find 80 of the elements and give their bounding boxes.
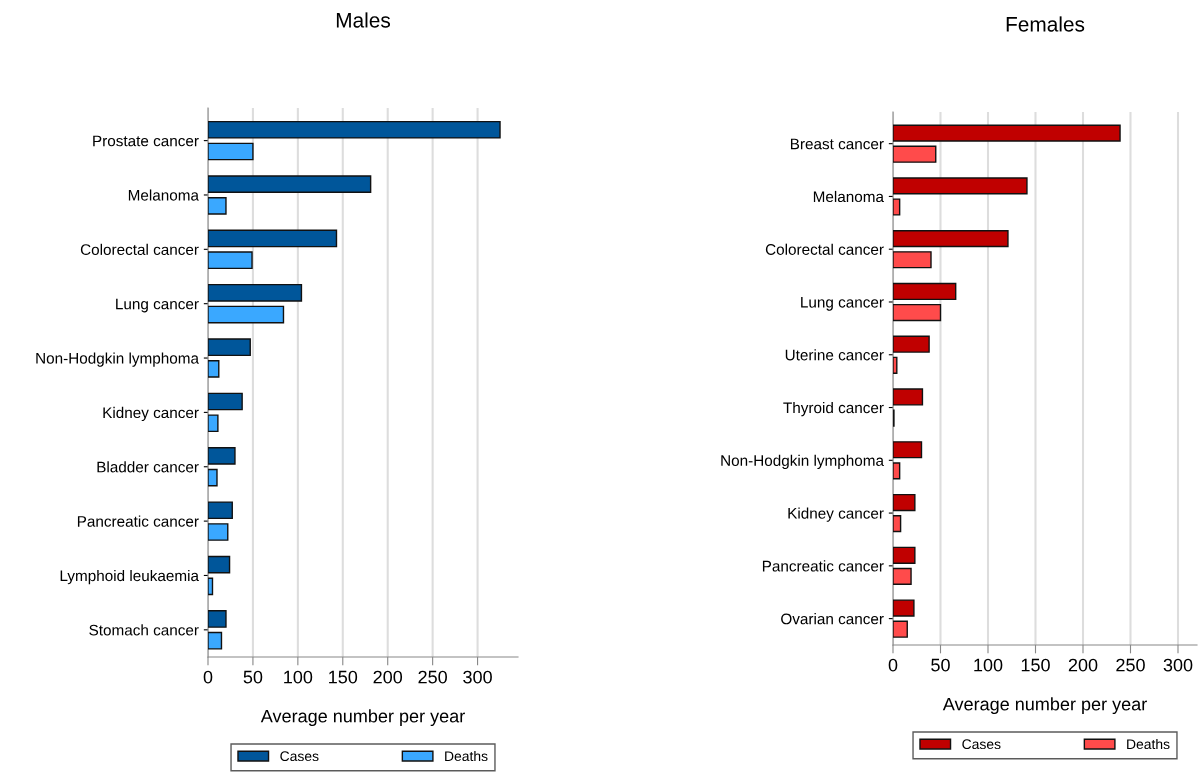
legend-label: Cases (280, 751, 319, 762)
bar (208, 523, 229, 541)
bar (208, 305, 285, 324)
bar (208, 283, 303, 302)
bar (893, 620, 908, 638)
x-tick-label: 0 (888, 658, 898, 672)
x-tick-label: 250 (418, 670, 447, 684)
bar (208, 251, 253, 270)
y-tick-label: Colorectal cancer (765, 243, 884, 255)
bar (208, 120, 501, 139)
bar (208, 175, 372, 193)
bar (893, 145, 937, 163)
bar (208, 610, 227, 628)
bar (893, 462, 901, 480)
bar (208, 229, 338, 248)
bar (893, 335, 930, 353)
bar (208, 338, 251, 357)
chart-title: Males (336, 12, 391, 28)
bar (893, 282, 957, 301)
x-axis-title: Average number per year (942, 697, 1147, 715)
y-tick-label: Lung cancer (116, 298, 199, 313)
y-tick-label: Pancreatic cancer (762, 560, 884, 572)
bar (208, 360, 220, 378)
bar (893, 515, 902, 533)
bar (208, 501, 233, 520)
bar (893, 177, 1028, 195)
bar (208, 468, 218, 487)
y-tick-label: Melanoma (128, 189, 199, 201)
bar (208, 555, 231, 574)
bar (893, 251, 932, 269)
x-tick-label: 200 (373, 670, 403, 684)
y-tick-label: Ovarian cancer (781, 613, 884, 625)
bar (893, 546, 916, 564)
x-tick-label: 150 (329, 670, 358, 684)
y-tick-label: Melanoma (813, 190, 884, 203)
y-tick-label: Non-Hodgkin lymphoma (36, 352, 199, 367)
bar (208, 577, 214, 596)
bar (208, 196, 227, 215)
x-tick-label: 200 (1068, 658, 1098, 672)
y-tick-label: Non-Hodgkin lymphoma (721, 454, 884, 469)
y-tick-label: Kidney cancer (103, 406, 199, 422)
x-tick-label: 250 (1116, 658, 1145, 672)
x-tick-label: 50 (243, 670, 263, 684)
x-tick-label: 300 (463, 670, 492, 684)
y-tick-label: Stomach cancer (89, 624, 199, 636)
y-tick-label: Breast cancer (790, 138, 884, 150)
legend-label: Deaths (445, 750, 488, 762)
chart-title: Females (1006, 16, 1085, 32)
y-tick-label: Lung cancer (801, 297, 884, 311)
bar (893, 230, 1009, 248)
legend-label: Deaths (1127, 738, 1170, 750)
bar (893, 441, 923, 459)
bar (893, 493, 916, 512)
x-tick-label: 0 (203, 670, 213, 684)
bar (893, 124, 1121, 142)
bar (893, 599, 915, 617)
x-axis-title: Average number per year (260, 709, 465, 727)
legend-label: Cases (962, 739, 1001, 750)
x-tick-label: 100 (974, 658, 1003, 672)
y-tick-label: Uterine cancer (785, 349, 884, 361)
x-tick-label: 50 (931, 658, 950, 672)
x-tick-label: 150 (1021, 658, 1050, 672)
bar (893, 388, 924, 406)
bar (893, 567, 912, 586)
bar (208, 142, 254, 161)
y-tick-label: Pancreatic cancer (77, 515, 199, 527)
bar (893, 198, 901, 216)
bar (208, 392, 243, 411)
bar (893, 303, 942, 322)
y-tick-label: Lymphoid leukaemia (60, 569, 199, 585)
y-tick-label: Bladder cancer (97, 461, 199, 473)
bar (208, 447, 236, 465)
x-tick-label: 300 (1163, 658, 1193, 672)
y-tick-label: Thyroid cancer (783, 401, 884, 417)
y-tick-label: Kidney cancer (788, 507, 884, 522)
bar (208, 631, 223, 650)
bar (208, 414, 219, 433)
x-tick-label: 100 (284, 670, 313, 684)
y-tick-label: Colorectal cancer (80, 243, 199, 256)
y-tick-label: Prostate cancer (93, 135, 199, 147)
